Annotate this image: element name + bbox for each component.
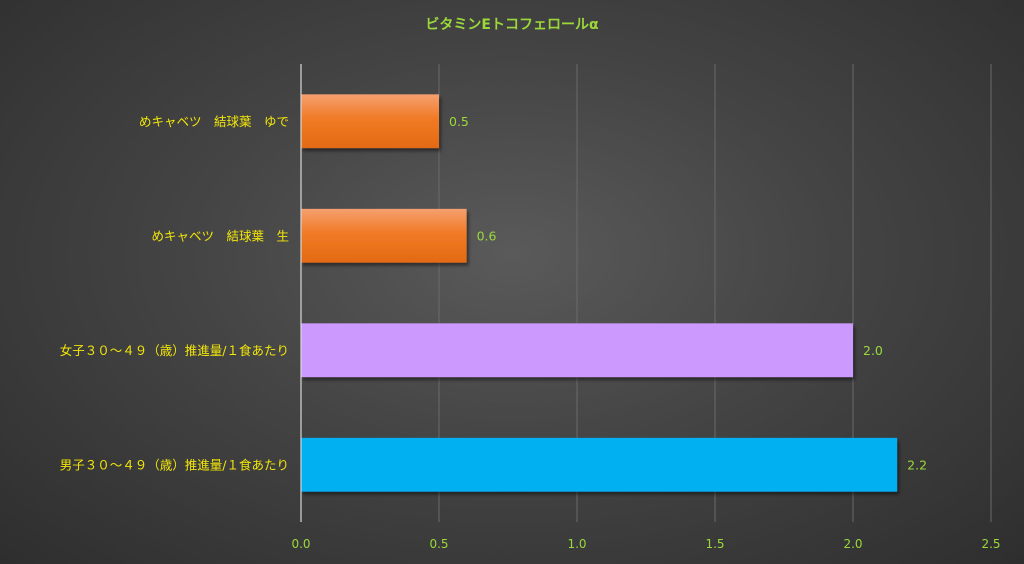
bar [301, 323, 853, 378]
data-label: 2.2 [907, 457, 927, 472]
data-label: 0.6 [477, 228, 497, 243]
bar [301, 94, 439, 149]
bar [301, 208, 467, 263]
chart-title: ビタミンEトコフェロールα [425, 17, 599, 33]
category-label: 男子３０～４９（歳）推進量/１食あたり [60, 457, 289, 472]
x-tick-label: 2.5 [981, 537, 1000, 551]
bars [301, 94, 898, 492]
category-label: 女子３０～４９（歳）推進量/１食あたり [60, 343, 289, 358]
x-tick-label: 2.0 [843, 537, 862, 551]
bar [301, 437, 898, 492]
x-tick-label: 1.0 [567, 537, 586, 551]
category-label: めキャベツ 結球葉 ゆで [139, 114, 289, 129]
labels: 0.0 0.5 1.0 1.5 2.0 2.5 めキャベツ 結球葉 ゆで 0.5 めキャベツ 結… [60, 114, 1001, 551]
category-label: めキャベツ 結球葉 生 [151, 228, 289, 243]
x-tick-label: 1.5 [705, 537, 724, 551]
x-tick-label: 0.0 [291, 537, 310, 551]
data-label: 0.5 [449, 114, 469, 129]
x-tick-label: 0.5 [429, 537, 448, 551]
data-label: 2.0 [863, 343, 883, 358]
